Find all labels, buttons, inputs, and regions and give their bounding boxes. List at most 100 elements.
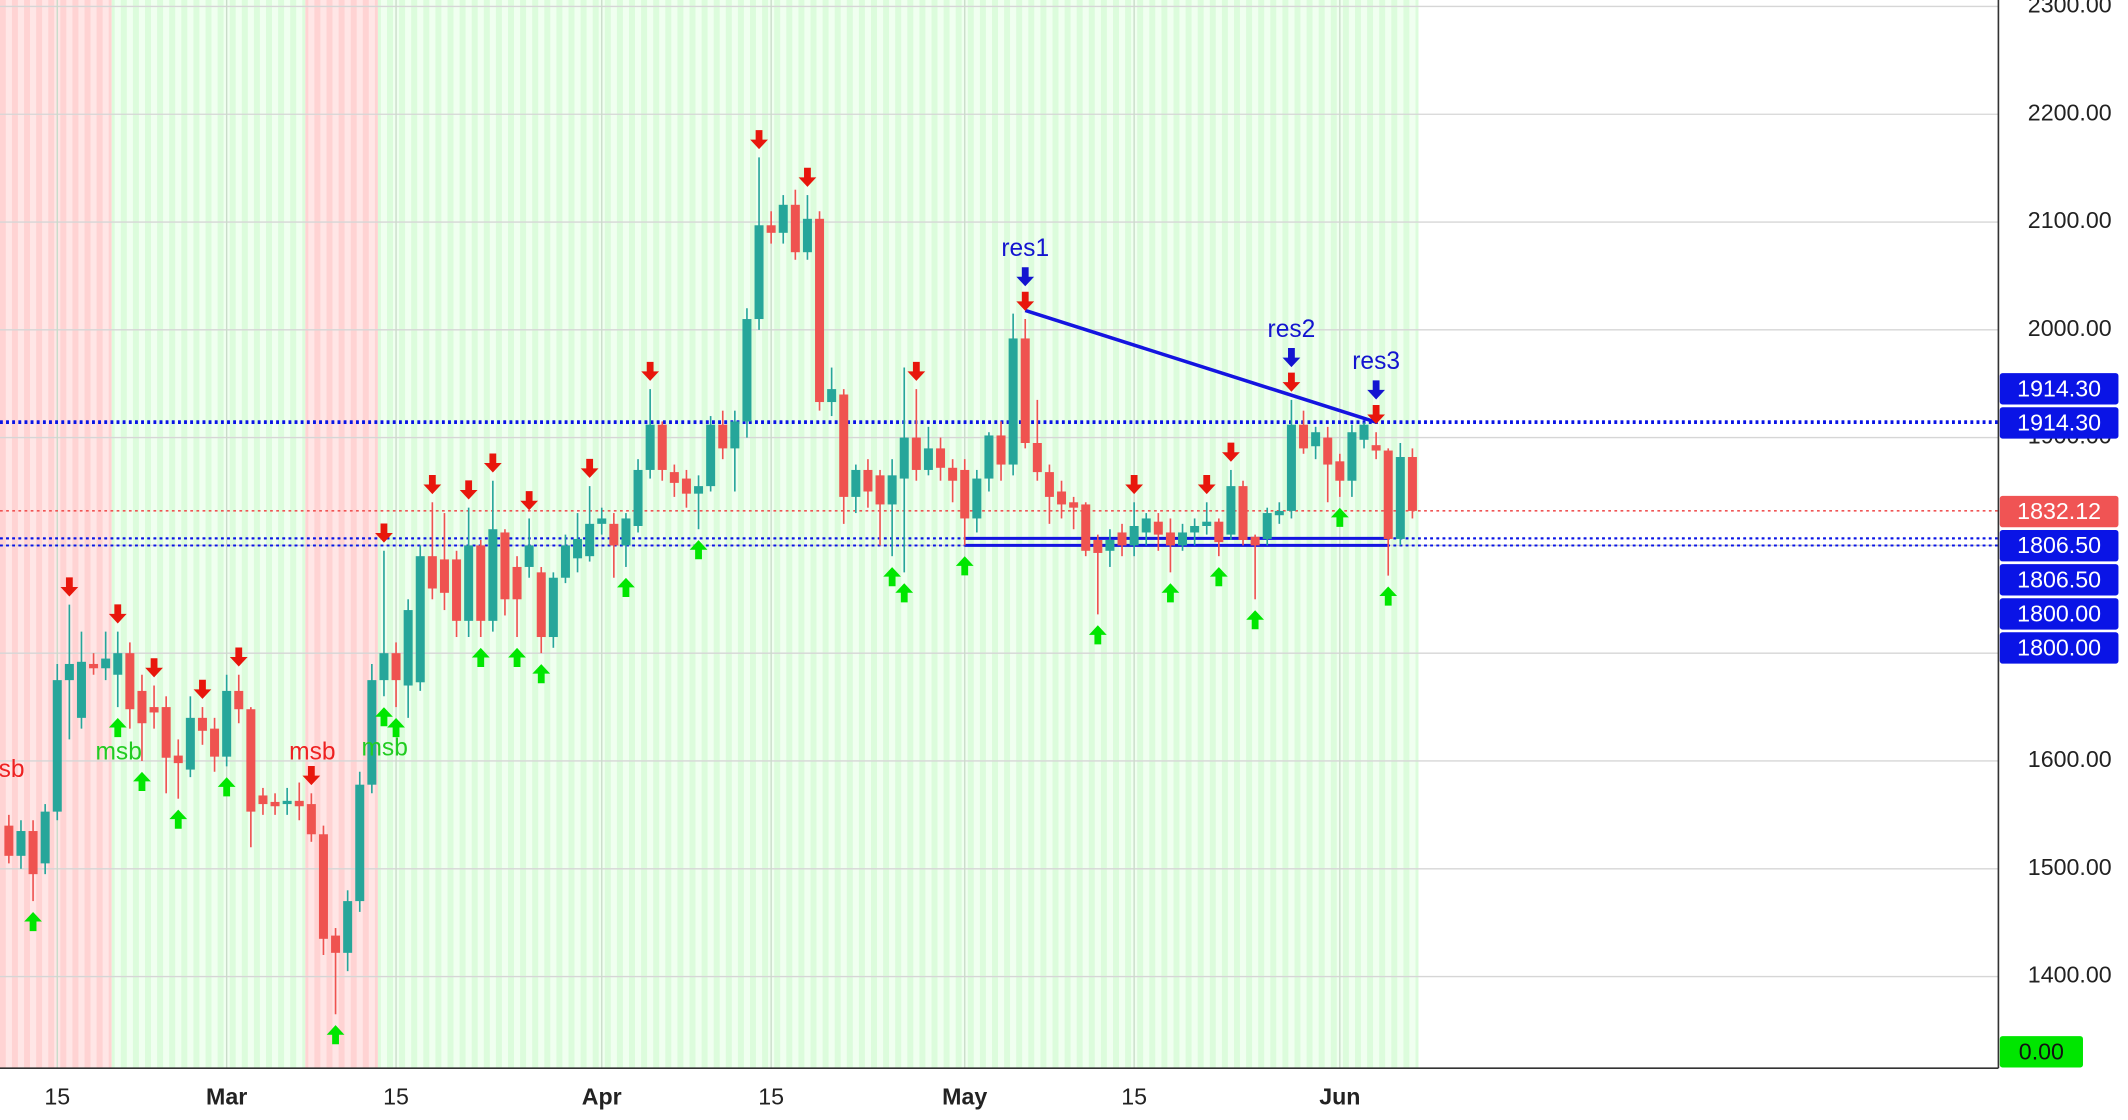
candle-body	[1335, 461, 1345, 481]
candle-body	[113, 653, 123, 675]
price-badge	[1999, 373, 2119, 405]
candle-body	[1069, 502, 1079, 508]
candle-body	[1383, 450, 1393, 539]
price-badge-label: 1800.00	[2017, 600, 2101, 626]
candle-body	[1250, 536, 1260, 546]
candle-body	[1105, 540, 1115, 551]
candle-body	[996, 435, 1006, 465]
annotation: sb	[0, 756, 25, 783]
candle-body	[1238, 486, 1248, 541]
candle-body	[645, 424, 655, 470]
candle-body	[1129, 525, 1139, 546]
x-tick-label: Jun	[1319, 1083, 1360, 1109]
sell-arrow	[1367, 404, 1385, 425]
candle-body	[1141, 518, 1151, 533]
buy-arrow	[1330, 507, 1349, 527]
price-badge	[1999, 1036, 2083, 1068]
candle-body	[64, 663, 74, 681]
candle-body	[1395, 457, 1405, 539]
candle-body	[343, 901, 353, 953]
candle-body	[306, 804, 316, 835]
buy-arrow	[108, 717, 127, 738]
candle-body	[452, 559, 462, 621]
candle-body	[1226, 486, 1236, 535]
candle-body	[827, 389, 837, 403]
candle-body	[1178, 532, 1188, 546]
candle-body	[597, 518, 607, 524]
candle-body	[355, 784, 365, 902]
candle-body	[439, 559, 449, 593]
buy-arrow	[1379, 586, 1398, 606]
candle-body	[294, 800, 304, 807]
candle-body	[1286, 424, 1296, 511]
candle-body	[766, 225, 776, 233]
buy-arrow	[1209, 567, 1228, 587]
candle-body	[754, 225, 764, 320]
candle-body	[573, 538, 583, 559]
candle-body	[851, 469, 861, 497]
price-badge	[1999, 495, 2119, 528]
candle-body	[222, 690, 232, 757]
candle-body	[185, 717, 195, 770]
candle-body	[548, 577, 558, 638]
candle-body	[1190, 525, 1200, 533]
candle-body	[863, 469, 873, 492]
candle-body	[173, 755, 183, 764]
candle-body	[367, 680, 377, 785]
candle-body	[512, 566, 522, 600]
y-tick-label: 1400.00	[2028, 962, 2112, 988]
candle-body	[1359, 424, 1369, 440]
sell-arrow	[1282, 372, 1301, 392]
candle-body	[137, 690, 147, 724]
candle-body	[125, 653, 135, 710]
candle-body	[560, 545, 570, 578]
candle-body	[1323, 437, 1333, 465]
buy-arrow	[617, 577, 635, 597]
x-tick-label: 15	[383, 1083, 409, 1109]
candle-body	[1032, 443, 1042, 473]
price-badge-label: 1806.50	[2017, 532, 2101, 558]
candle-body	[681, 478, 691, 494]
buy-arrow	[375, 707, 393, 727]
res-arrow	[1016, 267, 1035, 287]
candle-body	[234, 690, 244, 710]
candle-body	[839, 394, 849, 497]
candle-body	[1407, 457, 1417, 511]
candle-body	[972, 478, 982, 519]
candle-body	[1057, 491, 1067, 505]
price-badge-label: 0.00	[2019, 1038, 2064, 1064]
zone	[305, 0, 378, 1069]
x-tick-label: 15	[758, 1083, 784, 1109]
x-tick-label: Apr	[582, 1083, 622, 1109]
candle-body	[815, 218, 825, 403]
candle-body	[1044, 472, 1054, 497]
buy-arrow	[217, 777, 236, 797]
sell-arrow	[641, 361, 660, 381]
candle-body	[101, 658, 111, 669]
candle-body	[609, 523, 619, 546]
candle-body	[52, 680, 62, 812]
x-tick-label: May	[942, 1083, 987, 1109]
candle-body	[887, 475, 897, 505]
annotation: msb	[289, 739, 335, 766]
buy-arrow	[532, 664, 551, 684]
candle-body	[923, 448, 933, 470]
candle-body	[464, 545, 474, 621]
buy-arrow	[24, 912, 42, 932]
candle-body	[694, 486, 704, 494]
x-tick-label: 15	[44, 1083, 70, 1109]
price-badge	[1999, 564, 2119, 596]
candle-body	[89, 663, 99, 669]
res-arrow	[1282, 348, 1301, 368]
candle-body	[1081, 504, 1091, 551]
candle-body	[1299, 424, 1309, 449]
sell-arrow	[907, 361, 926, 381]
candle-body	[984, 435, 994, 479]
sell-arrow	[423, 474, 442, 495]
sell-arrow	[1222, 442, 1240, 462]
candle-body	[28, 831, 38, 875]
candle-body	[476, 545, 486, 621]
candle-body	[585, 523, 595, 557]
candle-body	[1262, 513, 1272, 539]
